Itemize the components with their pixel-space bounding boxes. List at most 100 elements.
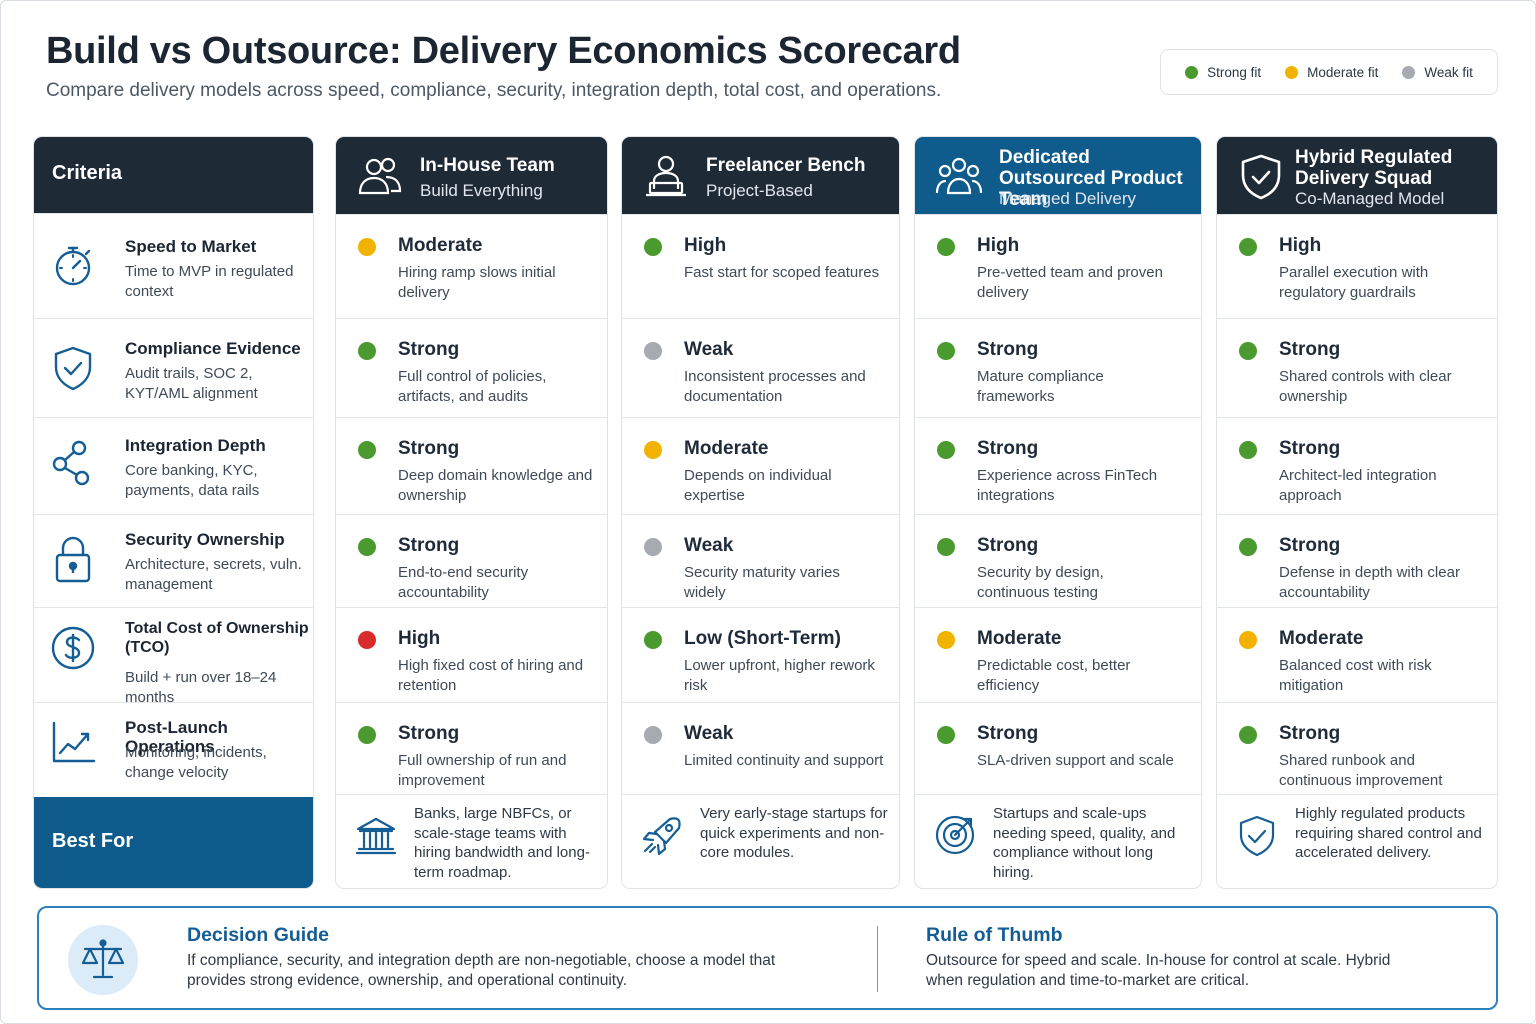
criteria-desc: Architecture, secrets, vuln. management bbox=[125, 556, 302, 593]
rating-label: Low (Short-Term) bbox=[684, 628, 841, 649]
rating-note: Pre-vetted team and proven delivery bbox=[977, 264, 1163, 301]
rating-cell: Strong Deep domain knowledge and ownershi… bbox=[336, 417, 607, 514]
rating-label: High bbox=[398, 628, 441, 649]
scales-icon bbox=[81, 939, 125, 979]
rating-cell: Weak Inconsistent processes and documenta… bbox=[622, 318, 899, 417]
model-subtitle: Build Everything bbox=[420, 181, 543, 200]
criteria-name: Post-Launch Operations bbox=[125, 718, 228, 756]
criteria-header: Criteria bbox=[34, 137, 313, 213]
rating-cell: Strong Full control of policies, artifact… bbox=[336, 318, 607, 417]
status-dot-icon bbox=[358, 631, 376, 649]
rating-label: Weak bbox=[684, 723, 734, 744]
freelancer-laptop-icon bbox=[646, 155, 686, 197]
criteria-name: Speed to Market bbox=[125, 237, 257, 256]
status-dot-icon bbox=[937, 238, 955, 256]
guide-divider bbox=[877, 926, 878, 992]
rating-cell: High Fast start for scoped features bbox=[622, 214, 899, 318]
rating-label: Strong bbox=[977, 723, 1039, 744]
best-for-cell: Banks, large NBFCs, or scale-stage teams… bbox=[336, 794, 607, 888]
strong-dot-icon bbox=[1185, 65, 1199, 79]
model-header: Hybrid Regulated Delivery Squad Co-Manag… bbox=[1217, 137, 1497, 214]
model-title: Freelancer Bench bbox=[706, 155, 866, 176]
status-dot-icon bbox=[358, 342, 376, 360]
best-for-text: Very early-stage startups for quick expe… bbox=[700, 805, 888, 861]
status-dot-icon bbox=[644, 441, 662, 459]
rating-note: Experience across FinTech integrations bbox=[977, 467, 1158, 504]
scales-icon-badge bbox=[68, 925, 138, 995]
model-column-freelancer: Freelancer Bench Project-Based High Fast … bbox=[621, 136, 900, 889]
rating-label: Strong bbox=[977, 438, 1039, 459]
rating-cell: Weak Security maturity varies widely bbox=[622, 514, 899, 607]
team-icon bbox=[358, 157, 402, 195]
status-dot-icon bbox=[937, 441, 955, 459]
rating-cell: Strong Defense in depth with clear accoun… bbox=[1217, 514, 1497, 607]
status-dot-icon bbox=[644, 726, 662, 744]
rating-note: Architect-led integration approach bbox=[1279, 467, 1437, 504]
rating-note: Limited continuity and support bbox=[684, 752, 884, 769]
criteria-desc: Core banking, KYC, payments, data rails bbox=[125, 462, 260, 499]
moderate-dot-icon bbox=[1285, 65, 1299, 79]
criteria-row-security: Security Ownership Architecture, secrets… bbox=[34, 514, 313, 607]
rating-label: Strong bbox=[977, 339, 1039, 360]
rating-note: High fixed cost of hiring and retention bbox=[398, 657, 584, 694]
model-subtitle: Co-Managed Model bbox=[1295, 189, 1445, 208]
criteria-column: Criteria Speed to Market Time to MVP in … bbox=[33, 136, 314, 889]
rating-note: Shared controls with clear ownership bbox=[1279, 368, 1452, 405]
status-dot-icon bbox=[358, 538, 376, 556]
legend-weak: Weak fit bbox=[1402, 65, 1473, 80]
status-dot-icon bbox=[937, 631, 955, 649]
rating-label: Strong bbox=[1279, 438, 1341, 459]
model-subtitle: Project-Based bbox=[706, 181, 813, 200]
legend-label: Moderate fit bbox=[1307, 64, 1379, 80]
rating-label: High bbox=[977, 235, 1020, 256]
rating-cell: Strong Shared runbook and continuous impr… bbox=[1217, 702, 1497, 794]
decision-guide-text: If compliance, security, and integration… bbox=[187, 952, 776, 989]
criteria-desc: Monitoring, incidents, change velocity bbox=[125, 744, 267, 781]
model-header: Freelancer Bench Project-Based bbox=[622, 137, 899, 214]
rating-cell: Strong Shared controls with clear ownersh… bbox=[1217, 318, 1497, 417]
rating-note: Security maturity varies widely bbox=[684, 564, 840, 601]
rocket-icon bbox=[642, 817, 681, 856]
rating-label: Strong bbox=[398, 438, 460, 459]
best-for-text: Highly regulated products requiring shar… bbox=[1295, 805, 1482, 861]
best-for-label: Best For bbox=[34, 797, 313, 888]
legend-moderate: Moderate fit bbox=[1285, 65, 1378, 80]
rating-label: Moderate bbox=[684, 438, 769, 459]
rating-note: SLA-driven support and scale bbox=[977, 752, 1174, 769]
rating-label: Strong bbox=[977, 535, 1039, 556]
status-dot-icon bbox=[1239, 238, 1257, 256]
rating-label: Moderate bbox=[1279, 628, 1364, 649]
model-column-dedicated: Dedicated Outsourced Product Team Manage… bbox=[914, 136, 1202, 889]
rating-label: Moderate bbox=[398, 235, 483, 256]
dollar-icon bbox=[51, 626, 95, 670]
criteria-row-operations: Post-Launch Operations Monitoring, incid… bbox=[34, 702, 313, 797]
criteria-desc: Audit trails, SOC 2, KYT/AML alignment bbox=[125, 365, 258, 402]
rating-cell: High Parallel execution with regulatory g… bbox=[1217, 214, 1497, 318]
trend-chart-icon bbox=[52, 721, 96, 763]
rating-cell: High Pre-vetted team and proven delivery bbox=[915, 214, 1201, 318]
status-dot-icon bbox=[937, 726, 955, 744]
bank-icon bbox=[355, 817, 397, 855]
rating-note: Full control of policies, artifacts, and… bbox=[398, 368, 547, 405]
best-for-cell: Highly regulated products requiring shar… bbox=[1217, 794, 1497, 888]
rating-cell: Strong End-to-end security accountability bbox=[336, 514, 607, 607]
rating-cell: Weak Limited continuity and support bbox=[622, 702, 899, 794]
rating-cell: High High fixed cost of hiring and retent… bbox=[336, 607, 607, 702]
rating-label: Strong bbox=[398, 723, 460, 744]
network-icon bbox=[52, 440, 90, 486]
model-title: In-House Team bbox=[420, 155, 555, 176]
rating-cell: Strong SLA-driven support and scale bbox=[915, 702, 1201, 794]
rating-label: Strong bbox=[398, 535, 460, 556]
rating-label: Weak bbox=[684, 535, 734, 556]
model-column-in-house: In-House Team Build Everything Moderate H… bbox=[335, 136, 608, 889]
rating-label: High bbox=[1279, 235, 1322, 256]
status-dot-icon bbox=[1239, 538, 1257, 556]
rating-note: Security by design, continuous testing bbox=[977, 564, 1104, 601]
rating-cell: Moderate Balanced cost with risk mitigati… bbox=[1217, 607, 1497, 702]
decision-guide-panel: Decision Guide If compliance, security, … bbox=[37, 906, 1498, 1010]
criteria-row-tco: Total Cost of Ownership (TCO) Build + ru… bbox=[34, 607, 313, 706]
status-dot-icon bbox=[1239, 631, 1257, 649]
decision-guide-title: Decision Guide bbox=[187, 924, 329, 946]
rating-note: Predictable cost, better efficiency bbox=[977, 657, 1131, 694]
status-dot-icon bbox=[358, 726, 376, 744]
